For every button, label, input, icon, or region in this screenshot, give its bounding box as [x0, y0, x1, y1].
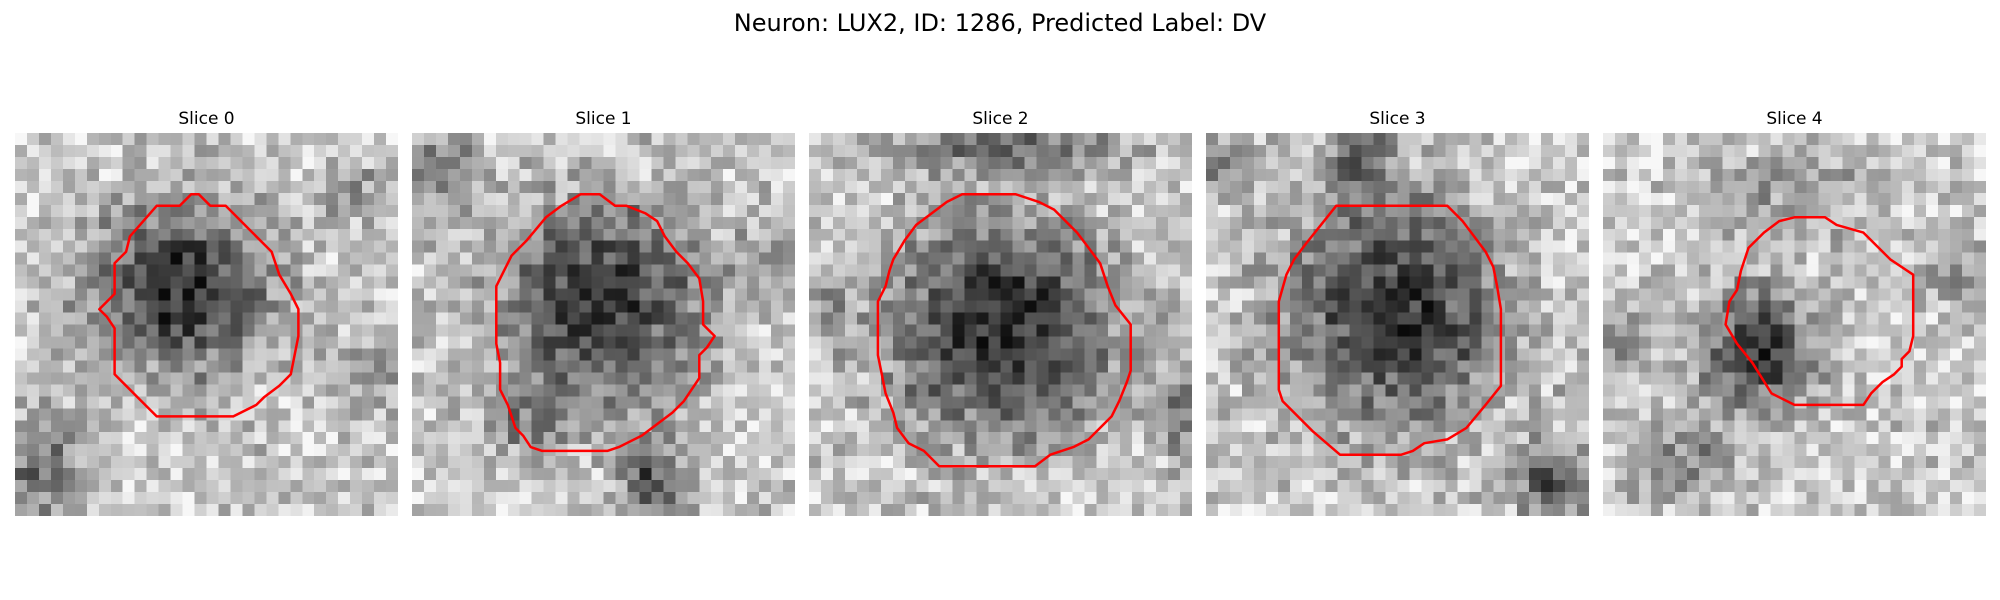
slice-svg-3 — [1206, 133, 1589, 516]
segmentation-contour — [495, 193, 716, 453]
segmentation-contour — [876, 193, 1132, 468]
slice-title-0: Slice 0 — [178, 109, 235, 129]
pixel-grid — [412, 133, 795, 516]
slice-title-1: Slice 1 — [575, 109, 632, 129]
slice-svg-0 — [15, 133, 398, 516]
pixel-grid — [809, 133, 1192, 516]
slice-svg-1 — [412, 133, 795, 516]
segmentation-contour — [1724, 216, 1915, 407]
pixel-grid — [1603, 133, 1986, 516]
slice-svg-2 — [809, 133, 1192, 516]
pixel-grid — [1206, 133, 1589, 516]
slice-image-0 — [15, 133, 398, 516]
slice-title-4: Slice 4 — [1766, 109, 1823, 129]
segmentation-contour — [98, 193, 300, 418]
slice-image-3 — [1206, 133, 1589, 516]
slice-svg-4 — [1603, 133, 1986, 516]
slice-image-4 — [1603, 133, 1986, 516]
slice-image-2 — [809, 133, 1192, 516]
slice-image-1 — [412, 133, 795, 516]
segmentation-contour — [1277, 204, 1503, 456]
pixel-grid — [15, 133, 398, 516]
slice-title-2: Slice 2 — [972, 109, 1029, 129]
slice-title-3: Slice 3 — [1369, 109, 1426, 129]
figure-title: Neuron: LUX2, ID: 1286, Predicted Label:… — [733, 9, 1267, 37]
